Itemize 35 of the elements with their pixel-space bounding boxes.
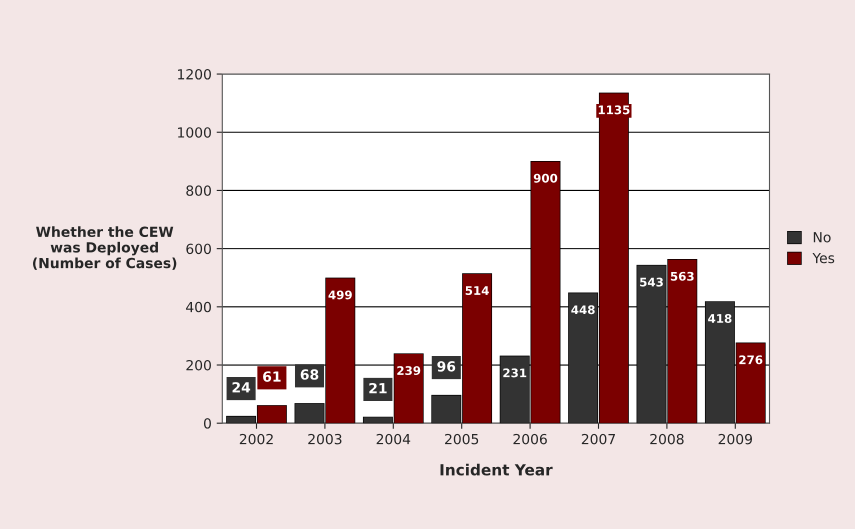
data-label: 418 [708,314,732,323]
y-tick-label: 0 [204,418,211,429]
legend-label: Yes [812,252,834,264]
data-label: 514 [466,286,489,296]
data-label: 24 [232,382,250,392]
y-tick-label: 800 [186,185,211,196]
data-label: 61 [263,371,281,382]
y-tick-label: 600 [186,244,211,254]
data-label: 1135 [598,105,630,114]
data-label: 499 [328,290,352,300]
x-tick-label: 2006 [513,434,547,444]
data-label: 563 [670,272,694,281]
data-label: 900 [534,174,558,183]
y-tick-label: 1200 [178,69,211,80]
data-label: 68 [300,369,318,380]
x-tick-label: 2003 [308,434,342,444]
y-tick-label: 1000 [178,127,211,138]
data-label: 448 [571,305,595,314]
data-label: 231 [503,368,526,378]
x-tick-label: 2009 [718,434,752,444]
x-tick-label: 2004 [376,434,410,444]
data-label: 276 [739,355,762,364]
y-tick-label: 400 [186,302,211,312]
x-tick-label: 2005 [445,434,478,444]
x-axis-title: Incident Year [440,464,553,476]
data-label: 543 [640,278,663,287]
data-label: 21 [369,382,387,394]
y-axis-title: Whether the CEW was Deployed (Number of Cases) [33,226,176,270]
x-tick-label: 2002 [240,434,273,444]
legend-label: No [814,232,831,242]
x-tick-label: 2008 [650,434,684,444]
x-tick-label: 2007 [582,434,615,444]
data-label: 96 [437,361,456,372]
data-label: 239 [397,366,420,376]
y-tick-label: 200 [186,360,211,370]
